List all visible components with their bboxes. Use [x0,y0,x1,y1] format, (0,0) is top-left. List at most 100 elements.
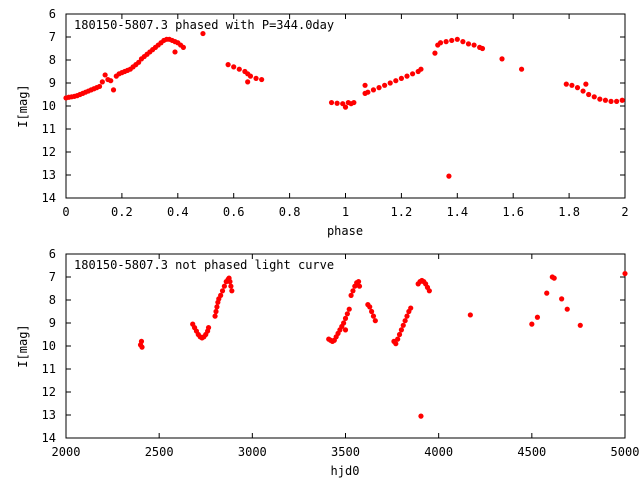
unphased-x-tick-label: 2500 [145,445,174,459]
unphased-y-tick-label: 8 [49,293,56,307]
phased-data-point [471,42,477,48]
phased-x-tick-label: 0.6 [223,205,245,219]
phased-y-tick-label: 14 [42,191,56,205]
phased-data-point [99,79,105,85]
unphased-data-point [221,283,227,289]
phased-chart-title: 180150-5807.3 phased with P=344.0day [74,18,334,32]
phased-y-tick-label: 11 [42,122,56,136]
unphased-data-point [229,288,235,294]
phased-data-point [443,39,449,45]
phased-data-point [614,98,620,104]
phased-data-point [409,71,416,77]
unphased-data-point [577,322,583,328]
phased-y-tick-label: 6 [49,7,56,21]
phased-x-tick-label: 1.8 [558,205,580,219]
phased-data-point [362,82,368,88]
unphased-x-tick-label: 4000 [424,445,453,459]
unphased-data-point [212,313,218,319]
phased-data-point [136,59,142,65]
phased-axis-ticks: 0 0.2 0.4 0.6 0.8 1 1.2 1.4 1.6 1.8 2 6 7 8 9 10 11 12 13 1… [42,7,629,219]
phased-x-tick-label: 0.8 [279,205,301,219]
unphased-data-point [213,308,219,315]
unphased-data-point [404,313,410,319]
phased-data-point [569,82,575,88]
phased-data-point [460,39,466,45]
phased-data-point [393,78,399,84]
phased-x-tick-label: 0.2 [111,205,133,219]
unphased-data-point [559,296,565,302]
unphased-y-tick-label: 11 [42,362,56,376]
unphased-data-point [227,279,233,285]
phased-x-tick-label: 2 [621,205,628,219]
phased-data-point [432,50,438,56]
unphased-data-point [551,275,557,281]
phased-data-point [619,97,625,103]
phased-data-point [583,81,589,87]
phased-data-point [449,37,455,44]
unphased-data-point [218,292,224,298]
unphased-data-point [350,288,356,294]
phased-data-point [608,98,614,104]
phased-data-point [563,81,569,87]
unphased-data-point [344,311,350,317]
unphased-data-point [228,283,234,289]
phased-data-point [479,45,486,52]
unphased-data-point [418,413,424,419]
phased-data-point [102,72,108,78]
unphased-data-point [219,288,226,294]
unphased-axis-ticks: 2000 2500 3000 3500 4000 4500 5000 6 7 8 9 10 11 12 13… [42,247,640,459]
phased-data-point [376,85,382,91]
phased-x-tick-label: 1.6 [502,205,524,219]
phased-y-axis-label: I[mag] [16,84,30,127]
unphased-data-point [342,315,349,321]
unphased-data-point [348,292,354,298]
phased-data-point [245,79,251,85]
unphased-data-point [205,325,212,331]
phased-data-point [446,173,452,179]
unphased-data-point [355,279,362,285]
unphased-y-tick-label: 14 [42,431,56,445]
phased-data-point [387,80,393,86]
unphased-data-points [137,270,628,419]
unphased-data-point [346,306,352,312]
phased-data-point [342,104,349,110]
phased-data-point [518,66,525,72]
unphased-data-point [544,290,550,296]
phased-x-tick-label: 1.4 [446,205,468,219]
phased-y-tick-label: 10 [42,99,56,113]
unphased-x-tick-label: 3000 [238,445,267,459]
unphased-data-point [534,314,541,320]
phased-data-points [63,30,625,179]
phased-data-point [108,78,114,84]
phased-data-point [465,41,472,47]
unphased-data-point [138,338,145,344]
phased-data-point [597,96,603,102]
phased-data-point [580,88,586,94]
unphased-data-point [356,283,363,289]
phased-data-point [340,101,346,107]
unphased-y-tick-label: 9 [49,316,56,330]
unphased-y-tick-label: 13 [42,408,56,422]
unphased-x-tick-label: 3500 [331,445,360,459]
phased-x-tick-label: 1 [342,205,349,219]
unphased-data-point [396,331,403,338]
phased-data-point [253,75,259,81]
phased-data-point [247,73,254,79]
unphased-x-tick-label: 5000 [611,445,640,459]
unphased-y-tick-label: 10 [42,339,56,353]
phased-data-point [225,62,231,68]
unphased-data-point [529,321,535,327]
phased-data-point [382,82,388,88]
phased-x-tick-label: 1.2 [391,205,413,219]
unphased-data-point [139,344,145,350]
unphased-x-tick-label: 2000 [52,445,81,459]
phased-data-point [499,56,505,62]
phased-x-tick-label: 0.4 [167,205,189,219]
unphased-data-point [370,313,377,319]
phased-data-point [231,64,237,70]
unphased-y-axis-label: I[mag] [16,324,30,367]
unphased-y-tick-label: 6 [49,247,56,261]
phased-data-point [172,49,178,55]
phased-x-axis-label: phase [327,224,363,238]
